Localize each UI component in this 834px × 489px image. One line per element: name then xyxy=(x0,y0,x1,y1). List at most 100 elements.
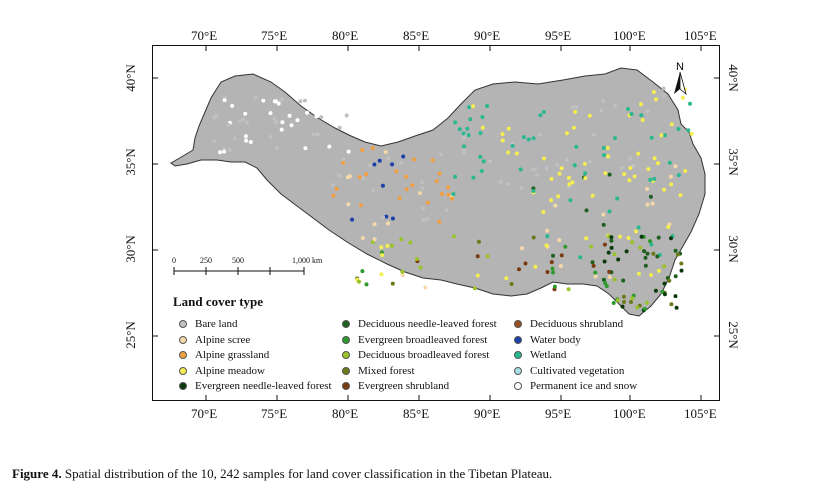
sample-point xyxy=(590,260,595,265)
sample-point xyxy=(587,159,592,164)
lat-label-35-right: 35°N xyxy=(725,148,741,176)
sample-point xyxy=(268,111,273,116)
sample-point xyxy=(563,244,568,249)
sample-point xyxy=(279,127,284,132)
sample-point xyxy=(346,149,351,154)
sample-point xyxy=(632,174,637,179)
sample-point xyxy=(399,237,404,242)
sample-point xyxy=(437,171,442,176)
sample-point xyxy=(364,172,369,177)
sample-point xyxy=(652,156,657,161)
sample-point xyxy=(651,90,656,94)
sample-point xyxy=(678,193,683,198)
sample-point xyxy=(287,113,292,118)
sample-point xyxy=(381,215,386,220)
sample-point xyxy=(506,126,511,131)
sample-point xyxy=(606,250,611,255)
sample-point xyxy=(504,276,509,281)
sample-point xyxy=(620,304,625,309)
sample-point xyxy=(662,281,667,286)
sample-point xyxy=(648,194,653,199)
legend-item: Alpine grassland xyxy=(179,349,269,361)
legend-label: Wetland xyxy=(530,349,567,361)
legend-item: Wetland xyxy=(514,349,566,361)
sample-point xyxy=(268,134,273,139)
sample-point xyxy=(465,126,470,131)
lon-label-85-bottom: 85°E xyxy=(403,406,430,421)
sample-point xyxy=(389,243,394,248)
sample-point xyxy=(461,131,466,136)
sample-point xyxy=(622,300,626,304)
sample-point xyxy=(669,236,673,241)
caption-label: Figure 4. xyxy=(12,466,62,481)
sample-point xyxy=(430,158,435,163)
lon-label-85: 85°E xyxy=(403,28,430,43)
sample-point xyxy=(379,272,384,277)
sample-point xyxy=(609,245,614,250)
sample-point xyxy=(662,264,667,269)
sample-point xyxy=(591,263,596,268)
sample-point xyxy=(656,235,661,240)
sample-point xyxy=(669,122,674,127)
sample-point xyxy=(276,101,281,106)
sample-point xyxy=(348,174,352,179)
legend-label: Permanent ice and snow xyxy=(530,380,638,392)
sample-point xyxy=(370,146,375,151)
sample-point xyxy=(645,109,650,114)
sample-point xyxy=(298,99,303,104)
sample-point xyxy=(358,203,363,208)
sample-point xyxy=(425,217,430,222)
sample-point xyxy=(573,109,578,114)
sample-point xyxy=(386,221,390,226)
sample-point xyxy=(337,173,342,178)
sample-point xyxy=(509,282,514,286)
sample-point xyxy=(404,187,409,192)
sample-point xyxy=(584,236,589,241)
legend-item: Deciduous shrubland xyxy=(514,318,623,330)
sample-point xyxy=(341,157,346,162)
sample-point xyxy=(538,113,543,118)
sample-point xyxy=(615,298,620,303)
legend-swatch xyxy=(342,335,350,344)
sample-point xyxy=(368,163,373,168)
sample-point xyxy=(506,181,511,186)
sample-point xyxy=(425,200,430,205)
sample-point xyxy=(371,188,376,193)
sample-point xyxy=(541,110,546,114)
sample-point xyxy=(669,302,674,307)
sample-point xyxy=(481,159,486,164)
sample-point xyxy=(667,278,672,283)
sample-point xyxy=(446,192,451,197)
lat-label-25-right: 25°N xyxy=(725,321,741,349)
sample-point xyxy=(578,255,583,260)
sample-point xyxy=(401,154,406,159)
sample-point xyxy=(462,144,466,149)
sample-point xyxy=(462,148,467,153)
sample-point xyxy=(551,270,555,275)
legend-swatch xyxy=(179,382,187,390)
sample-point xyxy=(650,201,655,206)
sample-point xyxy=(545,270,550,274)
sample-point xyxy=(478,154,483,159)
lon-label-70-bottom: 70°E xyxy=(191,406,218,421)
sample-point xyxy=(386,156,391,161)
sample-point xyxy=(549,260,554,265)
lon-label-90-bottom: 90°E xyxy=(474,406,501,421)
sample-point xyxy=(636,271,641,276)
sample-point xyxy=(675,252,680,257)
sample-point xyxy=(571,125,576,130)
sample-point xyxy=(629,112,634,116)
sample-point xyxy=(638,245,643,250)
sample-point xyxy=(302,102,307,107)
sample-point xyxy=(661,86,666,91)
legend-swatch xyxy=(514,335,522,344)
sample-point xyxy=(648,239,653,244)
sample-point xyxy=(568,198,573,203)
sample-point xyxy=(498,179,503,184)
sample-point xyxy=(602,259,607,264)
sample-point xyxy=(673,274,678,279)
sample-point xyxy=(557,238,562,243)
legend-swatch xyxy=(514,382,522,390)
sample-point xyxy=(659,133,664,138)
sample-point xyxy=(686,128,691,133)
